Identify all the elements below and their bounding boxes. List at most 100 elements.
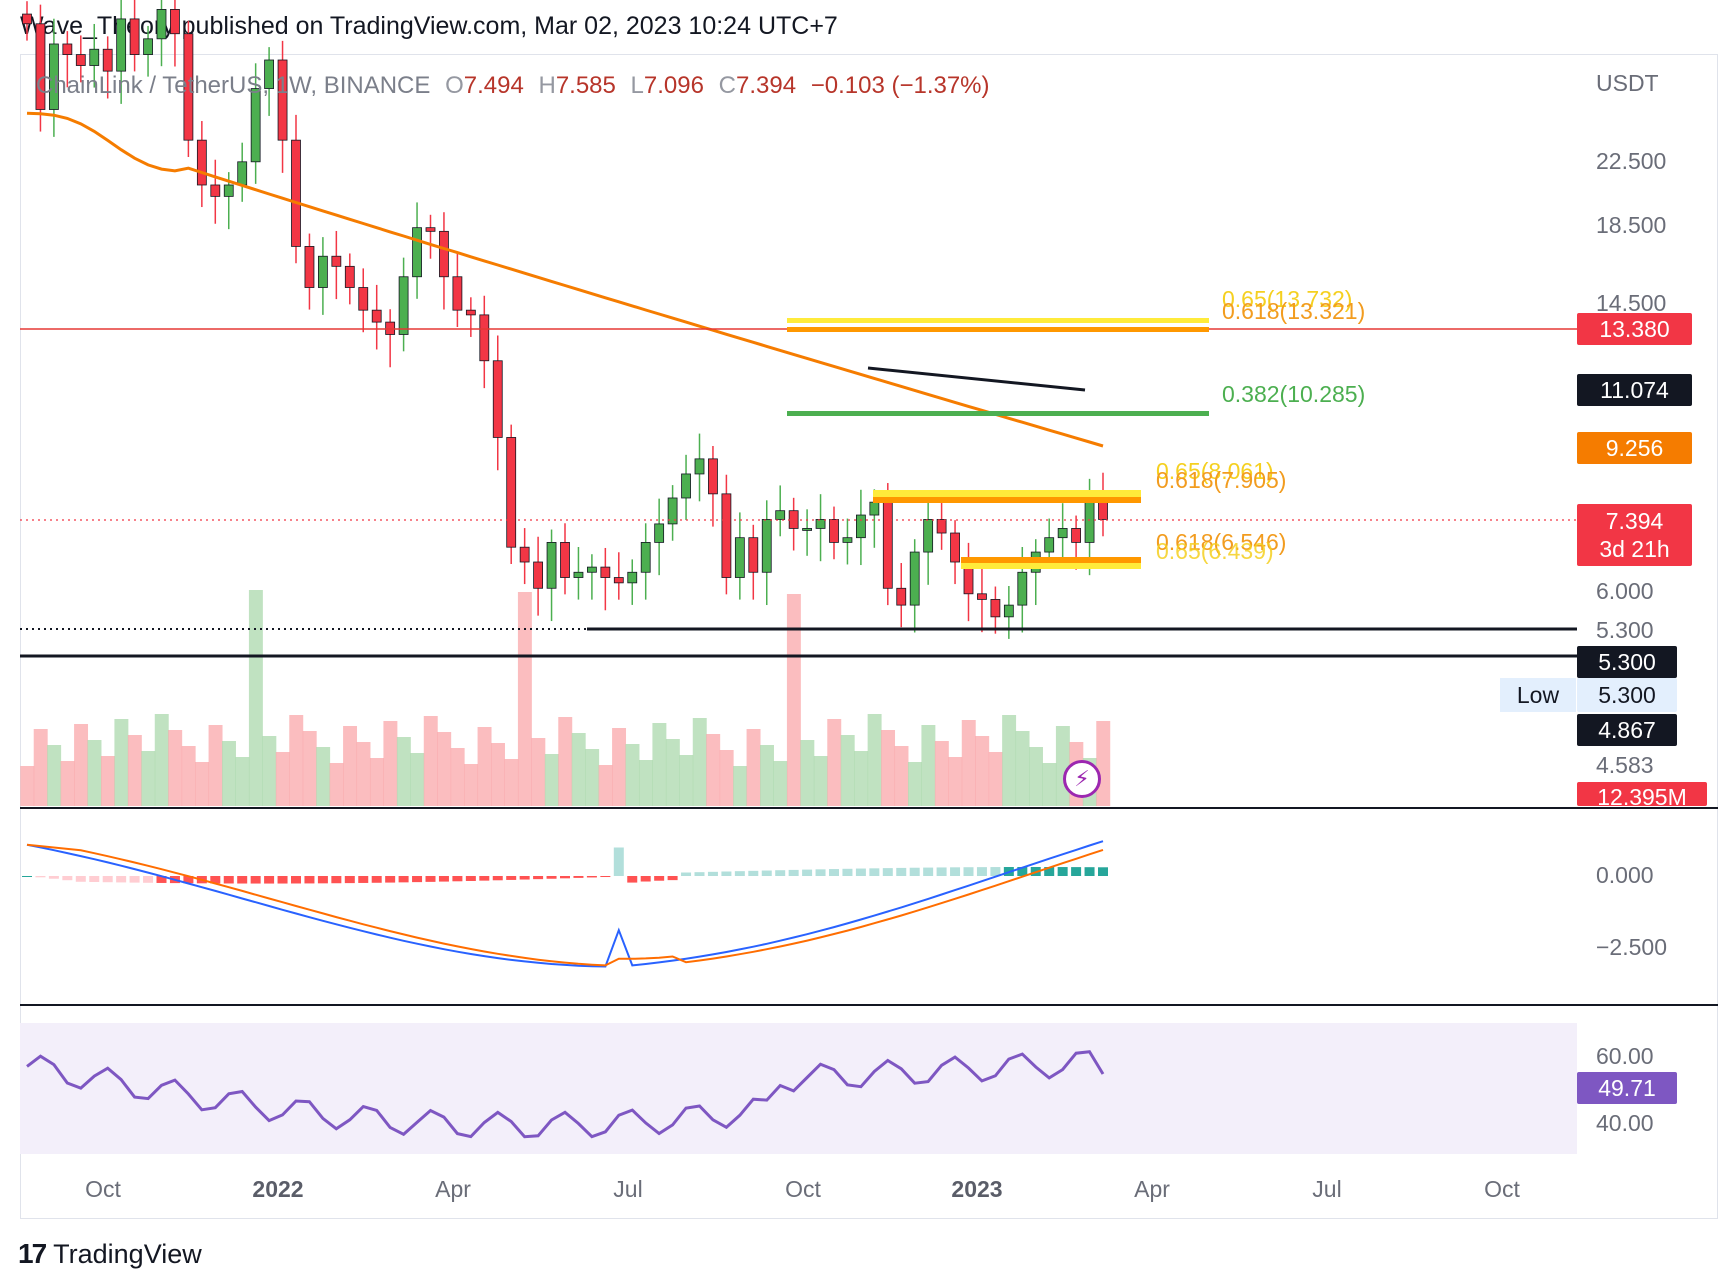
- candle-body: [573, 571, 584, 578]
- high-label: H: [538, 72, 556, 99]
- macd-histogram-bar: [546, 876, 557, 879]
- macd-histogram-bar: [506, 876, 517, 880]
- volume-bar: [477, 727, 492, 806]
- candle: [829, 506, 839, 560]
- macd-histogram-bar: [842, 868, 853, 876]
- lightning-icon[interactable]: ⚡: [1063, 760, 1101, 798]
- volume-bar: [248, 590, 263, 806]
- moving-average-line: [26, 111, 1104, 448]
- macd-histogram-bar: [358, 876, 369, 883]
- rsi-line: [26, 1050, 1105, 1139]
- candle-body: [89, 48, 100, 66]
- candle: [896, 563, 907, 628]
- price-tick: 4.583: [1596, 752, 1654, 778]
- volume-bar: [141, 751, 156, 806]
- candle: [264, 47, 275, 116]
- candle: [923, 500, 934, 585]
- macd-histogram-bar: [586, 876, 597, 878]
- volume-ma-badge: 4.867: [1577, 714, 1677, 746]
- candle-body: [465, 309, 476, 316]
- candle: [1098, 472, 1108, 537]
- candle-body: [129, 18, 140, 55]
- macd-histogram-bar: [317, 876, 328, 884]
- macd-histogram-bar: [479, 876, 490, 881]
- candle-body: [882, 501, 893, 589]
- candle-body: [291, 139, 301, 247]
- volume-bar: [813, 756, 828, 806]
- volume-bar: [881, 730, 896, 806]
- candle: [519, 528, 530, 585]
- volume-bar: [437, 732, 452, 806]
- candle: [761, 500, 772, 606]
- macd-histogram-bar: [102, 876, 113, 883]
- volume-bar: [652, 723, 667, 806]
- candle: [89, 23, 100, 88]
- candle: [62, 31, 73, 88]
- volume-bar: [47, 745, 62, 806]
- candle: [452, 251, 463, 328]
- low-value-box: 5.300: [1577, 678, 1677, 712]
- candle-body: [183, 33, 194, 141]
- macd-histogram-bar: [1071, 867, 1082, 876]
- volume-bar: [867, 714, 882, 806]
- volume-bar: [988, 752, 1003, 806]
- volume-bar: [491, 743, 505, 806]
- candle-body: [627, 571, 638, 584]
- macd-histogram-bar: [22, 876, 32, 877]
- volume-bar: [168, 730, 183, 806]
- volume-bar: [665, 739, 680, 806]
- volume-bar: [800, 740, 815, 806]
- fib-label-0382: 0.382(10.285): [1222, 381, 1366, 407]
- volume-bar: [840, 735, 855, 806]
- volume-bar: [316, 747, 331, 806]
- macd-histogram-bar: [654, 876, 665, 881]
- volume-bar: [585, 749, 600, 806]
- candle: [250, 63, 261, 184]
- macd-histogram-bar: [304, 876, 315, 884]
- candle: [22, 1, 32, 41]
- volume-bar: [948, 757, 963, 806]
- macd-histogram-bar: [909, 867, 920, 876]
- macd-histogram-bar: [1084, 867, 1095, 876]
- macd-histogram-bar: [210, 876, 221, 884]
- candle-body: [156, 9, 167, 40]
- price-tick: 5.300: [1596, 617, 1654, 643]
- ma-badge: 9.256: [1577, 432, 1692, 464]
- macd-histogram-bar: [75, 876, 86, 882]
- macd-histogram-bar: [613, 847, 624, 876]
- candle-body: [775, 510, 786, 520]
- volume-bar: [517, 592, 532, 806]
- macd-histogram-bar: [950, 867, 961, 876]
- candle-body: [102, 48, 113, 72]
- downtrend-line: [867, 366, 1086, 392]
- low-label-box: Low: [1500, 678, 1576, 712]
- candle: [506, 424, 517, 565]
- fib-0382-line: [787, 411, 1209, 416]
- macd-histogram-bar: [465, 876, 476, 881]
- candle: [640, 523, 651, 600]
- symbol-legend: ChainLink / TetherUS, 1W, BINANCE O7.494…: [36, 72, 990, 100]
- candle-body: [277, 59, 288, 141]
- candle: [156, 0, 167, 67]
- candle-body: [519, 546, 530, 563]
- last-price-badge: 7.394 3d 21h: [1577, 504, 1692, 566]
- macd-histogram-bar: [398, 876, 409, 883]
- candle-body: [869, 501, 880, 516]
- macd-histogram-bar: [976, 867, 987, 876]
- macd-histogram-bar: [1017, 866, 1028, 876]
- macd-histogram-bar: [371, 876, 382, 883]
- volume-bar: [329, 763, 344, 806]
- candle: [546, 529, 557, 622]
- candle: [788, 497, 799, 551]
- fib-label-upper-0618: 0.618(13.321): [1222, 298, 1366, 324]
- volume-bar: [1015, 731, 1030, 806]
- chart-frame[interactable]: [20, 54, 1718, 1219]
- volume-bar: [894, 746, 909, 806]
- time-label: Oct: [85, 1176, 121, 1202]
- candle: [533, 536, 543, 616]
- candle-body: [654, 523, 665, 543]
- candle-body: [506, 437, 517, 548]
- tradingview-logo-icon: 17: [18, 1238, 47, 1269]
- macd-histogram-bar: [264, 876, 275, 884]
